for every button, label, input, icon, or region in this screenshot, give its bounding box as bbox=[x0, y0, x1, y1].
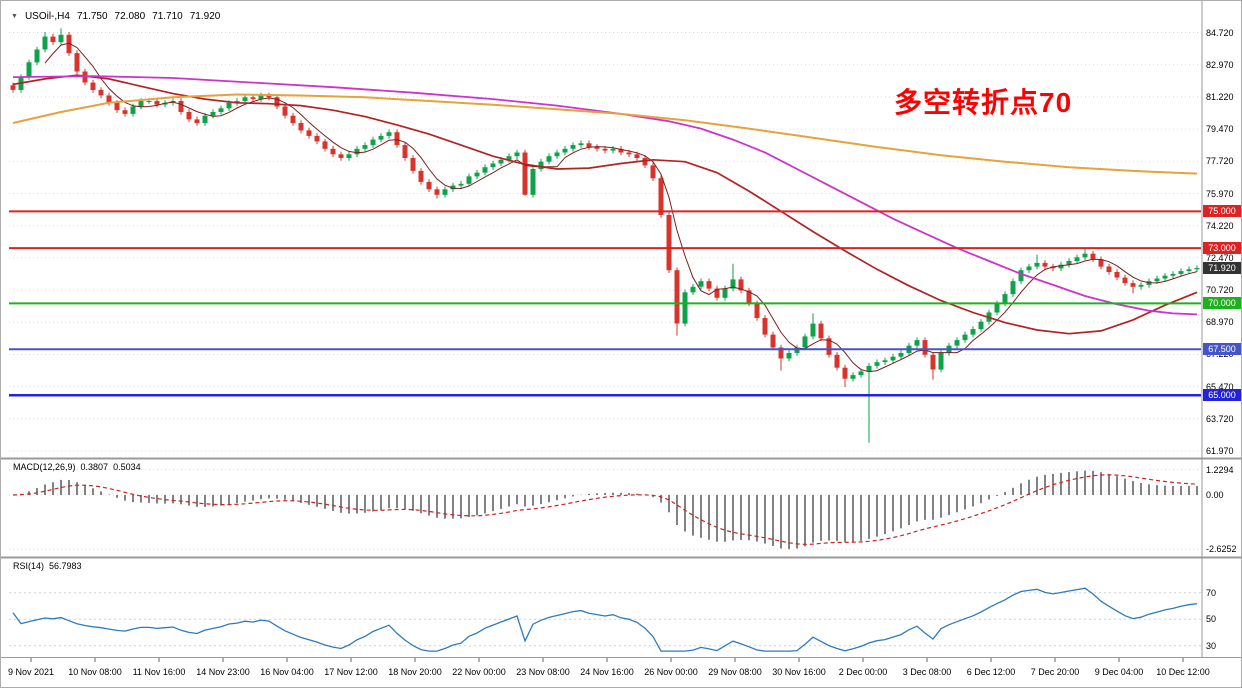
ma-fast bbox=[44, 42, 1198, 373]
hline-price-label: 65.000 bbox=[1203, 389, 1241, 402]
time-tick-label: 11 Nov 16:00 bbox=[132, 667, 186, 677]
time-tick-label: 3 Dec 08:00 bbox=[902, 667, 952, 677]
time-scale[interactable]: 9 Nov 2021 10 Nov 08:00 11 Nov 16:00 14 Nov… bbox=[1, 658, 1241, 687]
time-tick-label: 10 Dec 12:00 bbox=[1156, 667, 1210, 677]
current-price-label: 71.920 bbox=[1203, 262, 1241, 274]
hline-price-label: 73.000 bbox=[1203, 242, 1241, 255]
ohlc-close-value: 71.920 bbox=[189, 11, 221, 22]
candles-layer bbox=[10, 28, 1200, 443]
price-tick-label: 70.720 bbox=[1206, 285, 1234, 296]
time-tick-label: 30 Nov 16:00 bbox=[772, 667, 826, 677]
time-tick-label: 29 Nov 08:00 bbox=[708, 667, 762, 677]
macd-signal-value: 0.5034 bbox=[113, 462, 141, 472]
price-tick-label: 74.220 bbox=[1206, 220, 1234, 231]
symbol-timeframe-label: USOil-,H4 bbox=[24, 11, 70, 22]
hline-price-label: 67.500 bbox=[1203, 343, 1241, 356]
price-tick-label: 77.720 bbox=[1206, 156, 1234, 167]
price-tick-label: 65.470 bbox=[1206, 381, 1234, 392]
time-tick-label: 16 Nov 04:00 bbox=[260, 667, 314, 677]
time-tick-label: 14 Nov 23:00 bbox=[196, 667, 250, 677]
macd-tick-label: 0.00 bbox=[1206, 490, 1224, 500]
ma-slowest bbox=[12, 93, 1198, 175]
time-tick-label: 26 Nov 00:00 bbox=[644, 667, 698, 677]
price-tick-label: 81.220 bbox=[1206, 91, 1234, 102]
time-tick-label: 22 Nov 00:00 bbox=[452, 667, 506, 677]
ohlc-open-value: 71.750 bbox=[76, 11, 108, 22]
time-tick-label: 9 Dec 04:00 bbox=[1094, 667, 1144, 677]
time-tick-label: 10 Nov 08:00 bbox=[68, 667, 122, 677]
chart-shift-marker-icon: ▼ bbox=[11, 12, 18, 20]
time-tick-label: 7 Dec 20:00 bbox=[1030, 667, 1080, 677]
ma-slow bbox=[12, 75, 1198, 316]
price-tick-label: 79.470 bbox=[1206, 124, 1234, 135]
price-tick-label: 82.970 bbox=[1206, 59, 1234, 70]
rsi-current-value: 56.7983 bbox=[49, 561, 82, 571]
time-tick-label: 24 Nov 16:00 bbox=[580, 667, 634, 677]
time-tick-label: 17 Nov 12:00 bbox=[324, 667, 378, 677]
price-scale[interactable]: 84.720 82.970 81.220 79.470 77.720 75.970 74.2… bbox=[1203, 1, 1241, 687]
macd-name: MACD(12,26,9) bbox=[13, 462, 76, 472]
hline-price-label: 75.000 bbox=[1203, 205, 1241, 218]
macd-signal-line bbox=[12, 474, 1198, 546]
ohlc-low-value: 71.710 bbox=[152, 11, 183, 22]
macd-tick-label: -2.6252 bbox=[1206, 544, 1237, 555]
macd-main-value: 0.3807 bbox=[80, 462, 109, 472]
rsi-name: RSI(14) bbox=[13, 561, 45, 571]
ohlc-high-value: 72.080 bbox=[114, 11, 146, 22]
rsi-tick-label: 50 bbox=[1206, 614, 1217, 625]
time-tick-label: 6 Dec 12:00 bbox=[966, 667, 1016, 677]
price-tick-label: 72.470 bbox=[1206, 252, 1234, 263]
macd-tick-label: 1.2294 bbox=[1206, 464, 1234, 475]
moving-averages-layer bbox=[12, 42, 1198, 373]
frame-layer bbox=[1, 1, 1241, 662]
rsi-tick-label: 30 bbox=[1206, 640, 1217, 651]
price-tick-label: 84.720 bbox=[1206, 27, 1234, 38]
time-tick-label: 18 Nov 20:00 bbox=[388, 667, 442, 677]
time-tick-label: 9 Nov 2021 bbox=[7, 667, 55, 677]
price-tick-label: 75.970 bbox=[1206, 188, 1234, 199]
price-tick-label: 68.970 bbox=[1206, 317, 1234, 328]
indicator-panes-layer bbox=[9, 469, 1201, 652]
chart-title: ▼ USOil-,H4 71.750 72.080 71.710 71.920 bbox=[11, 11, 220, 22]
time-tick-label: 2 Dec 00:00 bbox=[838, 667, 888, 677]
time-tick-label: 23 Nov 08:00 bbox=[516, 667, 570, 677]
horizontal-lines-layer bbox=[9, 210, 1201, 397]
ma-medium bbox=[12, 74, 1198, 335]
chart-annotation-text[interactable]: 多空转折点70 bbox=[894, 87, 1073, 118]
price-tick-label: 63.720 bbox=[1206, 413, 1234, 424]
price-tick-label: 61.970 bbox=[1206, 446, 1234, 457]
macd-indicator-label: MACD(12,26,9) 0.3807 0.5034 bbox=[13, 462, 146, 472]
hline-price-label: 70.000 bbox=[1203, 297, 1241, 310]
rsi-line bbox=[12, 587, 1198, 652]
rsi-tick-label: 70 bbox=[1206, 587, 1217, 598]
grid-layer bbox=[9, 32, 1201, 452]
rsi-indicator-label: RSI(14) 56.7983 bbox=[13, 561, 87, 571]
